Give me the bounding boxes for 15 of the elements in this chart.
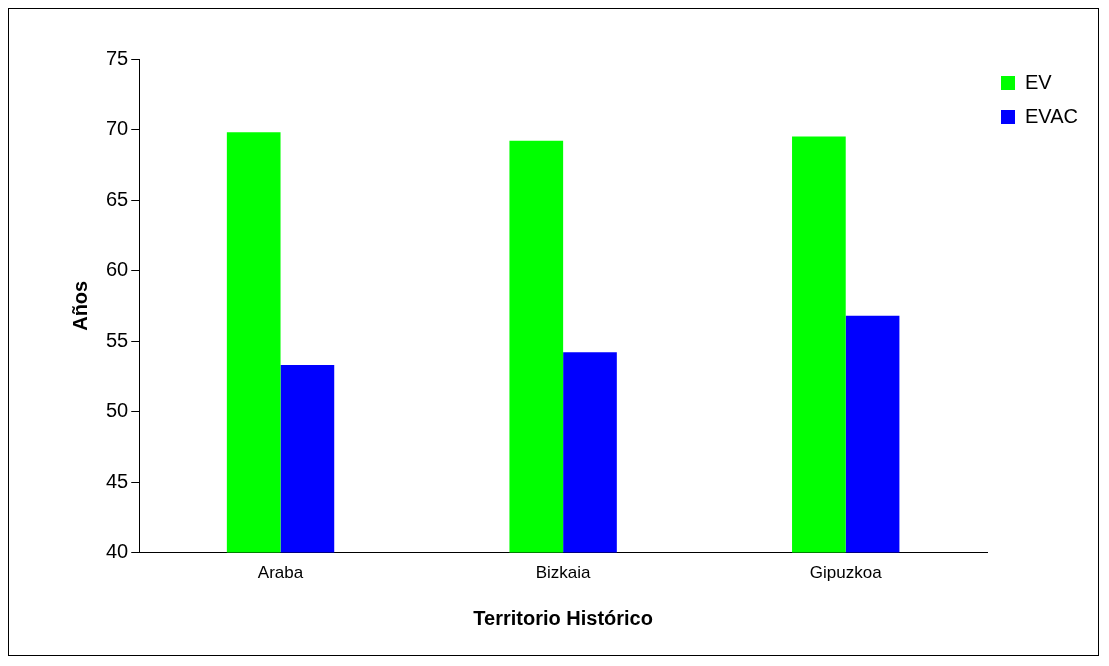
- y-tick-label: 40: [106, 540, 129, 563]
- y-tick-label: 70: [106, 117, 129, 140]
- y-tick-label: 60: [106, 258, 129, 281]
- y-tick-label: 55: [106, 328, 129, 351]
- y-tick-label: 50: [106, 399, 129, 422]
- y-axis-title: Años: [68, 280, 91, 331]
- x-axis-title: Territorio Histórico: [473, 606, 653, 629]
- x-tick-label: Bizkaia: [535, 563, 592, 583]
- y-tick-label: 75: [106, 46, 129, 69]
- legend-label: EVAC: [1025, 104, 1079, 127]
- x-tick-label: Araba: [257, 563, 304, 583]
- y-tick-label: 45: [106, 469, 129, 492]
- y-tick-label: 65: [106, 187, 129, 210]
- x-tick-label: Gipuzkoa: [809, 563, 883, 583]
- legend-label: EV: [1025, 70, 1053, 93]
